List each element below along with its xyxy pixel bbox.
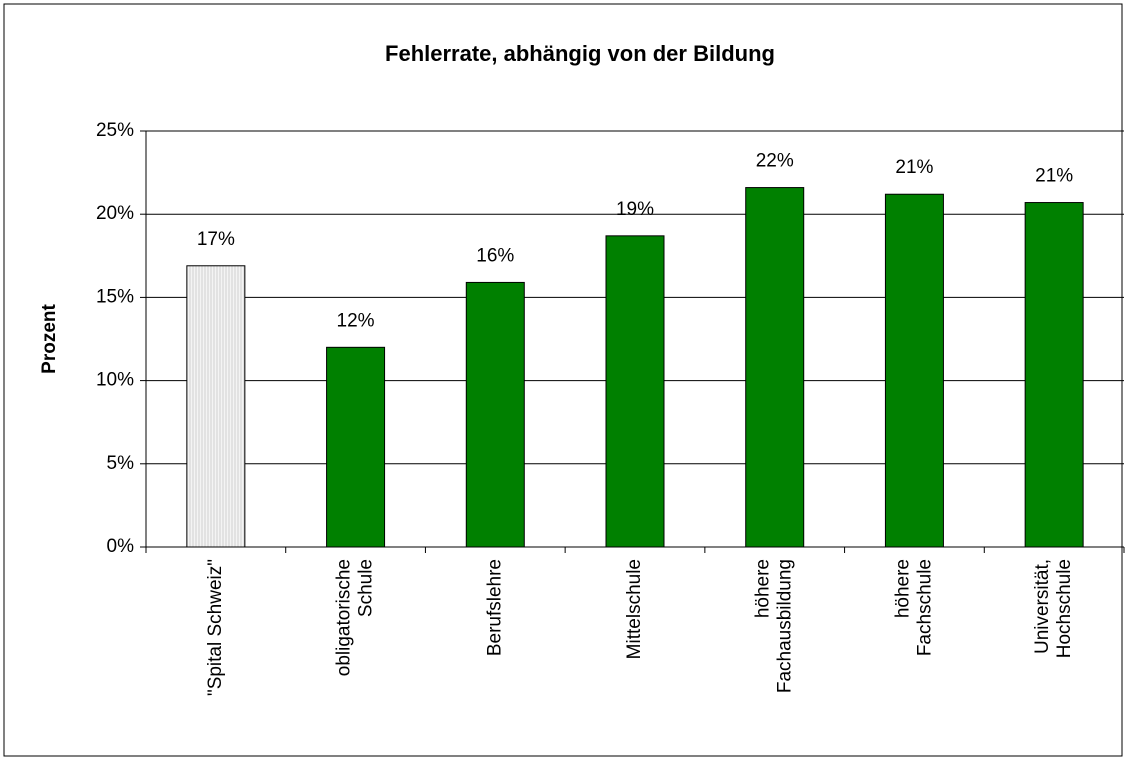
x-tick-label: höhereFachausbildung — [753, 559, 796, 693]
chart-border — [3, 3, 1123, 757]
x-tick-label: Universität,Hochschule — [1032, 559, 1075, 658]
bar — [326, 346, 386, 548]
x-tick-label: höhereFachschule — [892, 559, 935, 656]
bar — [745, 187, 805, 548]
value-label: 19% — [616, 199, 654, 220]
y-tick-label: 0% — [107, 536, 135, 557]
bar — [186, 265, 246, 548]
y-tick-label: 5% — [107, 453, 135, 474]
value-label: 21% — [895, 157, 933, 178]
x-tick-label: obligatorischeSchule — [334, 559, 377, 676]
y-tick-label: 10% — [96, 370, 134, 391]
y-axis-label: Prozent — [39, 303, 60, 373]
bar — [884, 193, 944, 548]
chart-title: Fehlerrate, abhängig von der Bildung — [385, 41, 775, 66]
y-tick-label: 25% — [96, 120, 134, 141]
x-tick-label: "Spital Schweiz" — [205, 559, 226, 696]
bar — [465, 281, 525, 548]
bar — [1024, 202, 1084, 548]
value-label: 21% — [1035, 166, 1073, 187]
value-label: 17% — [197, 229, 235, 250]
bar — [605, 235, 665, 548]
x-tick-label: Mittelschule — [624, 559, 645, 659]
value-label: 22% — [756, 151, 794, 172]
x-tick-label: Berufslehre — [484, 559, 505, 656]
value-label: 12% — [337, 310, 375, 331]
y-tick-label: 20% — [96, 203, 134, 224]
y-tick-label: 15% — [96, 286, 134, 307]
value-label: 16% — [476, 245, 514, 266]
